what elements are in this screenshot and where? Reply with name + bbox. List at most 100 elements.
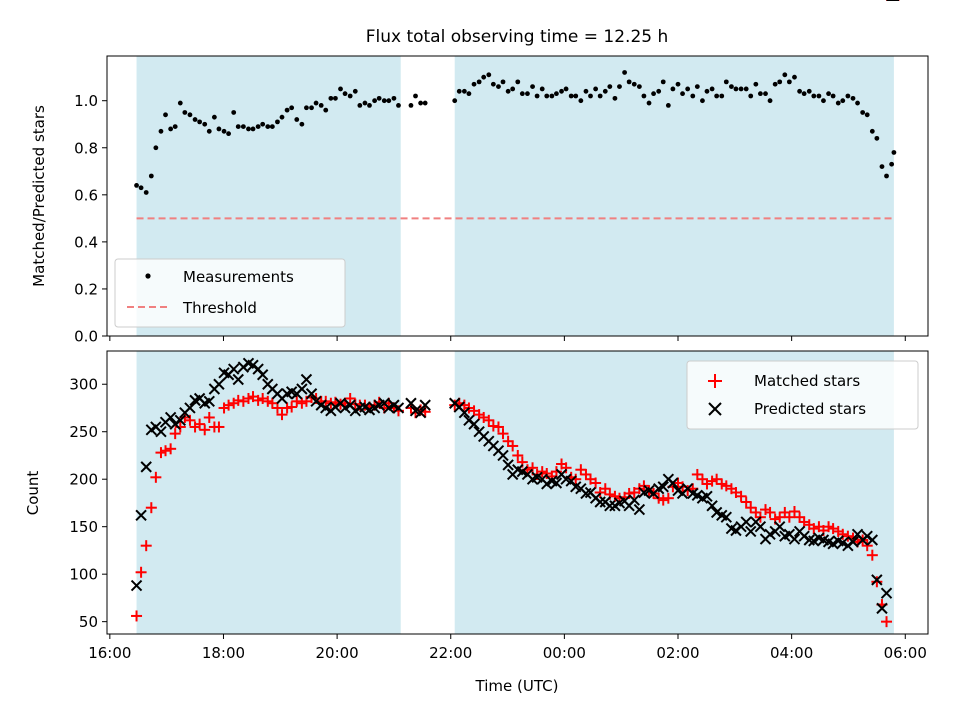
- measurement-point: [279, 114, 285, 120]
- measurement-point: [357, 103, 363, 108]
- matched-star-point: [213, 421, 225, 433]
- measurement-point: [869, 128, 875, 134]
- measurement-point: [578, 98, 584, 104]
- measurement-point: [422, 100, 428, 106]
- matched-star-point: [735, 490, 747, 502]
- predicted-star-point: [866, 534, 879, 546]
- measurement-point: [694, 84, 700, 89]
- matched-star-point: [837, 528, 849, 540]
- x-tick-label: 06:00: [884, 644, 927, 662]
- measurement-point: [452, 98, 458, 104]
- measurement-point: [767, 98, 773, 104]
- top-y-tick-label: 0.8: [74, 139, 98, 157]
- matched-star-point: [599, 483, 611, 495]
- measurement-point: [500, 79, 506, 85]
- predicted-star-point: [594, 496, 606, 508]
- measurement-point: [534, 93, 540, 99]
- bottom-y-tick-label: 200: [69, 471, 98, 489]
- top-x-axis: [109, 336, 906, 341]
- top-y-tick-label: 0.0: [74, 328, 98, 346]
- measurement-point: [240, 124, 246, 129]
- x-tick-label: 00:00: [543, 644, 586, 662]
- measurement-point: [333, 95, 338, 101]
- measurement-point: [563, 86, 569, 92]
- bottom-y-tick-label: 150: [69, 518, 98, 536]
- measurement-point: [797, 88, 802, 94]
- measurement-point: [177, 100, 183, 106]
- measurement-point: [391, 95, 397, 101]
- measurement-point: [299, 121, 305, 127]
- measurement-point: [510, 86, 516, 92]
- x-tick-label: 04:00: [770, 644, 813, 662]
- measurement-point: [641, 93, 647, 99]
- measurement-point: [830, 93, 836, 99]
- measurement-point: [318, 103, 324, 108]
- matched-star-point: [590, 477, 602, 489]
- legend-predicted-marker: [708, 402, 722, 416]
- measurement-point: [313, 100, 319, 106]
- matched-star-point: [774, 511, 786, 523]
- matched-star-point: [871, 576, 883, 588]
- measurement-point: [651, 91, 656, 97]
- matched-star-point: [866, 549, 878, 561]
- measurement-point: [304, 105, 309, 111]
- measurement-point: [265, 124, 271, 129]
- measurement-point: [719, 93, 725, 99]
- measurement-point: [748, 93, 754, 99]
- predicted-star-point: [227, 363, 240, 375]
- measurement-point: [352, 88, 358, 94]
- predicted-star-point: [871, 574, 883, 586]
- measurement-point: [855, 100, 860, 106]
- measurement-point: [289, 105, 295, 111]
- top-y-axis-label: Matched/Predicted stars: [30, 105, 48, 287]
- measurement-point: [626, 79, 632, 85]
- bottom-x-axis: 16:00 18:00 20:00 22:00 00:00 02:00 04:00 06:00: [88, 634, 927, 662]
- measurement-point: [396, 103, 401, 108]
- matched-star-point: [165, 443, 177, 455]
- predicted-star-point: [497, 449, 509, 462]
- measurement-point: [466, 91, 472, 97]
- measurement-point: [763, 91, 768, 97]
- predicted-star-point: [550, 477, 563, 489]
- measurement-point: [889, 161, 895, 167]
- matched-star-point: [881, 616, 893, 628]
- predicted-star-point: [164, 411, 177, 424]
- predicted-star-point: [184, 402, 196, 414]
- measurement-point: [367, 103, 372, 108]
- measurement-point: [269, 124, 275, 129]
- predicted-star-point: [720, 511, 733, 523]
- x-axis-label: Time (UTC): [475, 677, 559, 695]
- measurement-point: [850, 95, 856, 101]
- predicted-star-point: [414, 407, 427, 419]
- predicted-star-point: [740, 516, 752, 528]
- measurement-point: [729, 84, 734, 89]
- legend-matched-marker: [708, 374, 722, 388]
- bottom-legend-box: [686, 360, 919, 430]
- matched-star-point: [150, 471, 162, 483]
- matched-star-point: [842, 530, 854, 542]
- matched-star-point: [527, 462, 539, 474]
- measurement-point: [338, 86, 343, 92]
- measurement-point: [826, 91, 831, 97]
- measurement-point: [235, 124, 241, 129]
- top-panel: 0.0 0.2 0.4 0.6 0.8 1.0 Matched/Predicted sta…: [30, 55, 929, 346]
- measurement-point: [284, 107, 290, 113]
- matched-star-point: [276, 409, 288, 421]
- matched-star-point: [711, 473, 723, 485]
- predicted-star-point: [300, 373, 313, 386]
- measurement-point: [753, 81, 759, 87]
- matched-star-point: [223, 399, 235, 411]
- x-tick-label: 18:00: [202, 644, 245, 662]
- predicted-star-point: [232, 373, 244, 386]
- measurement-point: [685, 86, 691, 92]
- bottom-legend: Matched stars Predicted stars: [686, 360, 919, 430]
- predicted-stars-series: [130, 0, 899, 615]
- bottom-panel: 50 100 150 200 250 300 16:00 18:00 20:00 22:00 00…: [24, 0, 929, 695]
- measurement-point: [275, 119, 280, 125]
- predicted-star-point: [296, 383, 308, 395]
- measurement-point: [323, 107, 329, 113]
- predicted-star-point: [876, 602, 888, 615]
- predicted-star-point: [502, 459, 514, 471]
- matched-star-point: [560, 462, 572, 474]
- matched-star-point: [740, 496, 752, 508]
